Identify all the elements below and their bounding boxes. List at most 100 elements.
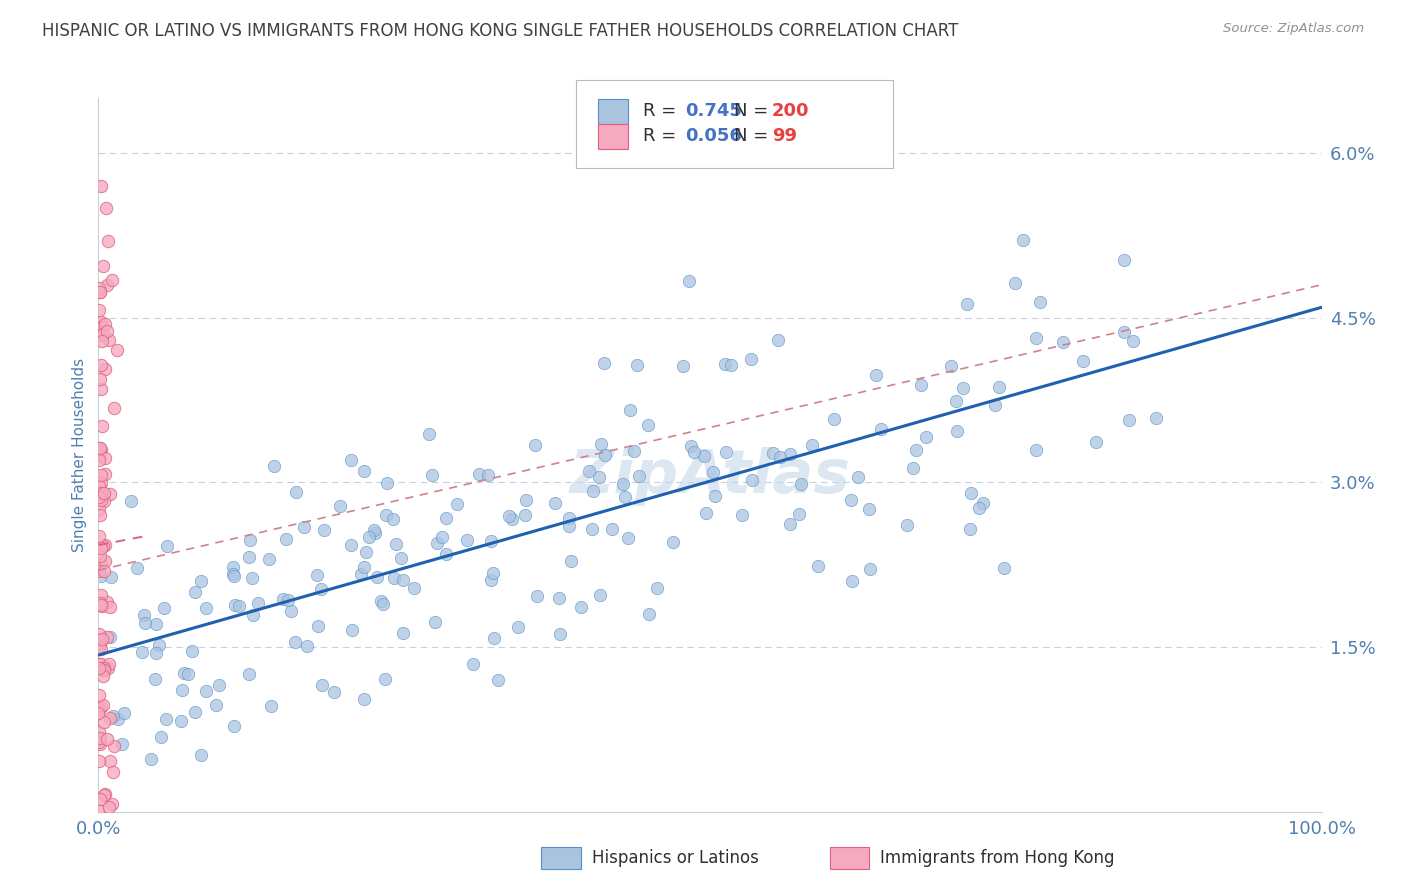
- Point: [91, 326, 114, 341]
- Text: N =: N =: [734, 128, 768, 145]
- Point: [87, 706, 110, 720]
- Point: [513, 508, 536, 522]
- Point: [801, 438, 824, 452]
- Point: [96, 277, 118, 292]
- Point: [593, 356, 616, 370]
- Point: [134, 608, 156, 623]
- Point: [558, 511, 581, 525]
- Text: N =: N =: [734, 103, 768, 120]
- Point: [149, 730, 172, 744]
- Point: [714, 357, 737, 371]
- Point: [768, 450, 790, 464]
- Point: [183, 705, 205, 719]
- Point: [93, 788, 115, 802]
- Point: [90, 476, 112, 491]
- Point: [90, 382, 112, 396]
- Point: [779, 447, 801, 461]
- Point: [238, 666, 260, 681]
- Point: [359, 530, 381, 544]
- Point: [101, 797, 124, 811]
- Point: [90, 358, 112, 372]
- Point: [90, 442, 112, 457]
- Point: [350, 566, 373, 581]
- Point: [224, 599, 246, 613]
- Text: 0.745: 0.745: [685, 103, 741, 120]
- Point: [98, 657, 121, 672]
- Point: [446, 497, 468, 511]
- Point: [87, 637, 110, 651]
- Point: [240, 571, 263, 585]
- Point: [762, 446, 785, 460]
- Point: [392, 573, 415, 587]
- Point: [787, 507, 810, 521]
- Point: [1012, 233, 1035, 247]
- Point: [90, 700, 112, 714]
- Point: [848, 470, 870, 484]
- Point: [858, 502, 880, 516]
- Point: [371, 598, 394, 612]
- Point: [972, 496, 994, 510]
- Point: [89, 792, 111, 806]
- Point: [482, 566, 505, 580]
- Point: [94, 467, 117, 482]
- Point: [94, 538, 117, 552]
- Point: [841, 574, 863, 588]
- Point: [578, 464, 600, 478]
- Point: [153, 601, 176, 615]
- Point: [619, 403, 641, 417]
- Point: [498, 509, 520, 524]
- Point: [90, 419, 112, 434]
- Text: Hispanics or Latinos: Hispanics or Latinos: [592, 849, 759, 867]
- Point: [1025, 443, 1047, 458]
- Point: [89, 661, 111, 675]
- Point: [661, 535, 683, 549]
- Point: [704, 490, 727, 504]
- Point: [96, 595, 118, 609]
- Point: [766, 334, 789, 348]
- Point: [672, 359, 695, 373]
- Point: [96, 630, 118, 644]
- Point: [204, 698, 226, 713]
- Point: [679, 439, 702, 453]
- Point: [155, 712, 177, 726]
- Point: [479, 573, 502, 587]
- Point: [107, 713, 129, 727]
- Point: [101, 764, 124, 779]
- Point: [90, 599, 112, 614]
- Point: [222, 560, 245, 574]
- Point: [589, 437, 612, 451]
- Point: [148, 638, 170, 652]
- Point: [103, 709, 125, 723]
- Point: [89, 688, 111, 702]
- Point: [479, 533, 502, 548]
- Point: [91, 259, 114, 273]
- Point: [993, 560, 1015, 574]
- Point: [100, 630, 122, 644]
- Point: [613, 490, 636, 504]
- Point: [638, 607, 661, 621]
- Point: [524, 438, 547, 452]
- Point: [593, 448, 616, 462]
- Point: [983, 399, 1005, 413]
- Y-axis label: Single Father Households: Single Father Households: [72, 358, 87, 552]
- Point: [678, 274, 700, 288]
- Point: [959, 522, 981, 536]
- Point: [90, 178, 112, 193]
- Point: [93, 788, 115, 802]
- Point: [145, 673, 167, 687]
- Point: [170, 683, 193, 698]
- Point: [389, 550, 412, 565]
- Point: [569, 599, 592, 614]
- Point: [87, 754, 110, 768]
- Point: [645, 581, 668, 595]
- Point: [93, 714, 115, 729]
- Point: [544, 496, 567, 510]
- Point: [190, 574, 212, 589]
- Point: [120, 494, 142, 508]
- Point: [247, 596, 270, 610]
- Point: [173, 665, 195, 680]
- Point: [436, 511, 458, 525]
- Point: [89, 441, 111, 455]
- Point: [87, 803, 110, 817]
- Point: [731, 508, 754, 522]
